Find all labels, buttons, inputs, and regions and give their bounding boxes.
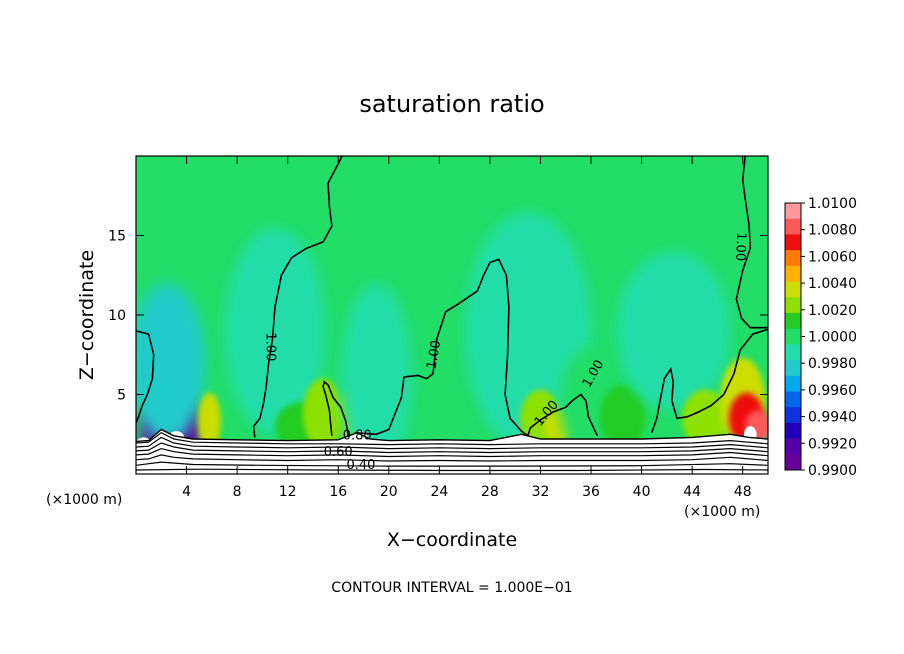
y-tick-label-2: 15 <box>108 229 126 245</box>
x-tick-label-5: 24 <box>430 484 448 500</box>
contour-lines <box>136 156 768 438</box>
colorbar-swatch-1 <box>785 218 801 235</box>
ground-contours <box>136 428 768 474</box>
contour-label-0: 1.00 <box>262 332 277 361</box>
colorbar-swatch-8 <box>785 328 801 345</box>
x-tick-label-4: 20 <box>380 484 398 500</box>
colorbar-label-0: 1.0100 <box>808 196 857 212</box>
x-tick-label-8: 36 <box>582 484 600 500</box>
colorbar: 1.0100 1.0080 1.0060 1.0040 1.0020 1.0000 0.99… <box>784 196 857 479</box>
plot-area: 1.00 1.001.001.001.000.800.600.40 4 8 12 16 2… <box>108 155 769 500</box>
field-anomaly-8 <box>464 211 592 451</box>
contour-100-5 <box>650 328 768 433</box>
contour-100-2 <box>322 380 350 436</box>
x-unit-right: (×1000 m) <box>684 504 760 520</box>
y-axis-label: Z−coordinate <box>76 250 98 380</box>
low-contour-2 <box>136 442 768 454</box>
field-anomaly-2 <box>197 392 221 451</box>
colorbar-swatch-6 <box>785 297 801 314</box>
field-anomalies <box>136 211 768 474</box>
low-contour-1 <box>136 436 768 450</box>
x-tick-label-2: 12 <box>279 484 297 500</box>
field-anomaly-1 <box>136 283 206 443</box>
field-anomaly-7 <box>340 283 412 474</box>
x-axis-label: X−coordinate <box>387 529 517 551</box>
colorbar-label-8: 0.9940 <box>808 410 857 426</box>
y-tick-label-1: 10 <box>108 308 126 324</box>
colorbar-label-9: 0.9920 <box>808 436 857 452</box>
contour-label-5: 0.80 <box>343 428 372 443</box>
x-tick-label-3: 16 <box>329 484 347 500</box>
colorbar-swatch-4 <box>785 265 801 283</box>
chart-title: saturation ratio <box>359 90 544 118</box>
contour-100-1 <box>252 156 343 438</box>
x-tick-label-0: 4 <box>182 484 191 500</box>
low-contour-0 <box>136 431 768 446</box>
contour-label-6: 0.60 <box>324 445 353 460</box>
colorbar-swatch-11 <box>785 375 801 392</box>
colorbar-swatch-5 <box>785 281 801 298</box>
x-tick-label-6: 28 <box>481 484 499 500</box>
colorbar-label-6: 0.9980 <box>808 356 857 372</box>
low-contour-6 <box>136 468 768 472</box>
surface-contour <box>136 428 768 443</box>
colorbar-swatch-15 <box>785 438 801 455</box>
y-axis-ticks: 5 10 15 <box>108 229 768 404</box>
low-contour-4 <box>136 454 768 462</box>
contour-100-4 <box>527 393 599 437</box>
x-axis-ticks: 4 8 12 16 20 24 28 32 36 40 44 48 <box>182 156 752 500</box>
colorbar-swatch-2 <box>785 234 801 251</box>
contour-label-4: 1.00 <box>732 232 748 261</box>
colorbar-swatch-13 <box>785 407 801 424</box>
colorbar-label-1: 1.0080 <box>808 223 857 239</box>
colorbar-swatch-9 <box>785 344 801 361</box>
y-tick-label-0: 5 <box>117 388 126 404</box>
contour-100-0 <box>136 330 155 424</box>
x-tick-label-11: 48 <box>734 484 752 500</box>
x-tick-label-9: 40 <box>633 484 651 500</box>
colorbar-swatch-12 <box>785 391 801 408</box>
low-contour-3 <box>136 447 768 458</box>
colorbar-swatch-16 <box>785 454 801 471</box>
field-anomaly-14 <box>682 389 728 447</box>
contour-100-3 <box>354 258 529 437</box>
field-anomaly-12 <box>599 384 646 449</box>
contour-100-6 <box>735 156 768 329</box>
x-tick-label-1: 8 <box>233 484 242 500</box>
field-anomaly-3 <box>224 227 326 435</box>
contour-label-7: 0.40 <box>347 458 376 473</box>
colorbar-swatch-14 <box>785 422 801 440</box>
contour-label-1: 1.00 <box>424 339 444 370</box>
x-tick-label-10: 44 <box>683 484 701 500</box>
colorbar-swatch-10 <box>785 360 801 377</box>
x-unit-left: (×1000 m) <box>46 492 122 508</box>
colorbar-label-2: 1.0060 <box>808 249 857 265</box>
colorbar-label-10: 0.9900 <box>808 463 857 479</box>
colorbar-label-7: 0.9960 <box>808 383 857 399</box>
colorbar-swatch-7 <box>785 312 801 330</box>
colorbar-label-4: 1.0020 <box>808 303 857 319</box>
colorbar-swatch-0 <box>785 203 801 220</box>
x-tick-label-7: 32 <box>532 484 550 500</box>
contour-interval-note: CONTOUR INTERVAL = 1.000E−01 <box>331 580 572 596</box>
colorbar-label-5: 1.0000 <box>808 330 857 346</box>
colorbar-label-3: 1.0040 <box>808 276 857 292</box>
colorbar-swatch-3 <box>785 250 801 267</box>
field-anomaly-13 <box>616 251 731 411</box>
